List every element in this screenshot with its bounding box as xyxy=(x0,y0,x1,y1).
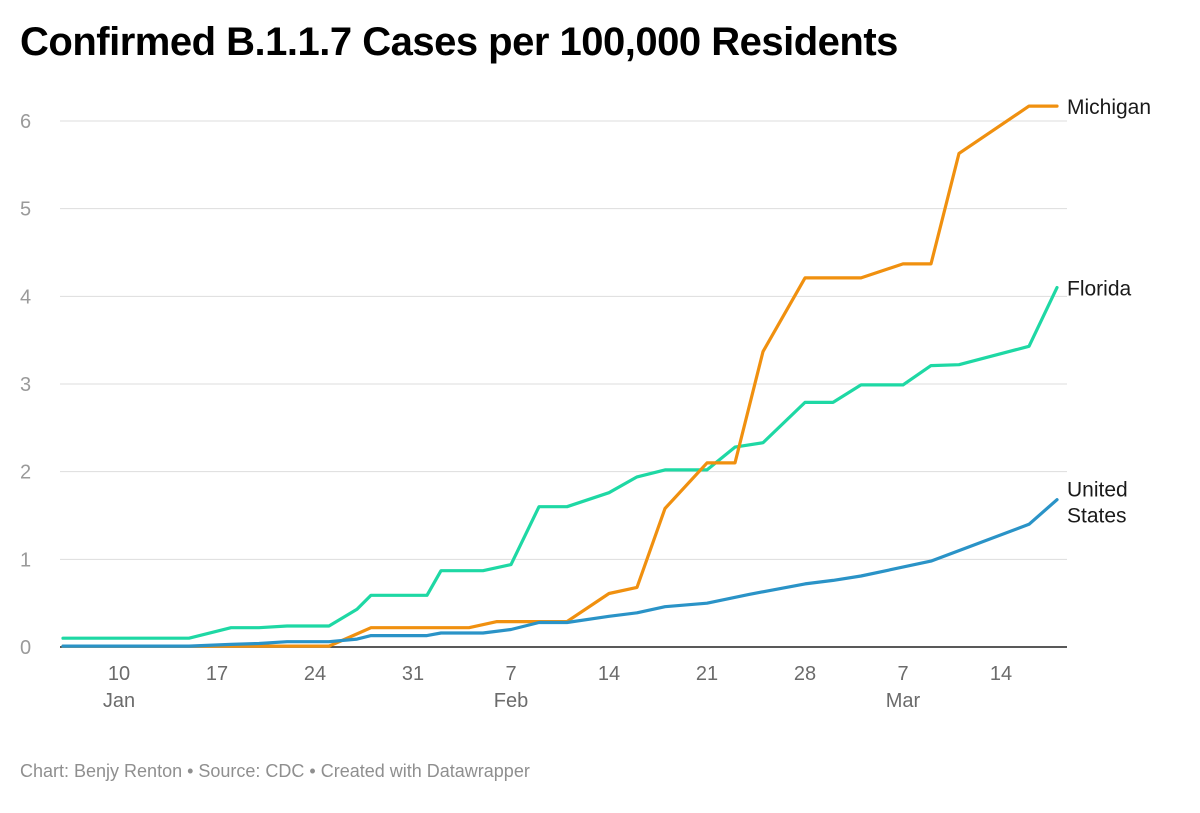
x-tick-label: 17 xyxy=(206,663,228,685)
x-tick-label: 28 xyxy=(794,663,816,685)
series-label-united-states: United States xyxy=(1067,479,1128,528)
chart-footer: Chart: Benjy Renton • Source: CDC • Crea… xyxy=(20,761,530,781)
y-tick-label: 1 xyxy=(20,549,31,571)
series-line-florida xyxy=(61,286,1059,640)
y-tick-label: 0 xyxy=(20,637,31,659)
y-tick-label: 4 xyxy=(20,286,31,308)
x-tick-label: 7 xyxy=(897,663,908,685)
series-lines xyxy=(61,104,1059,648)
x-tick-label: 14 xyxy=(598,663,620,685)
month-label: Feb xyxy=(494,690,528,712)
gridlines xyxy=(60,120,1067,648)
x-tick-label: 10 xyxy=(108,663,130,685)
series-label-florida: Florida xyxy=(1067,278,1132,301)
series-labels: Michigan Florida United States xyxy=(1067,96,1151,528)
x-tick-label: 7 xyxy=(505,663,516,685)
x-tick-label: 24 xyxy=(304,663,326,685)
chart-title: Confirmed B.1.1.7 Cases per 100,000 Resi… xyxy=(20,20,898,64)
y-tick-label: 6 xyxy=(20,111,31,133)
y-tick-label: 3 xyxy=(20,374,31,396)
x-tick-label: 31 xyxy=(402,663,424,685)
y-tick-label: 2 xyxy=(20,462,31,484)
series-label-michigan: Michigan xyxy=(1067,96,1151,119)
series-line-michigan xyxy=(61,104,1059,648)
x-tick-label: 21 xyxy=(696,663,718,685)
month-label: Jan xyxy=(103,690,135,712)
x-tick-label: 14 xyxy=(990,663,1012,685)
month-label: Mar xyxy=(886,690,921,712)
x-axis: 10 17 24 31 7 14 21 28 7 14 Jan Feb Mar xyxy=(103,663,1012,712)
y-axis: 0 1 2 3 4 5 6 xyxy=(20,111,31,659)
y-tick-label: 5 xyxy=(20,199,31,221)
series-line-united-states xyxy=(61,498,1059,648)
